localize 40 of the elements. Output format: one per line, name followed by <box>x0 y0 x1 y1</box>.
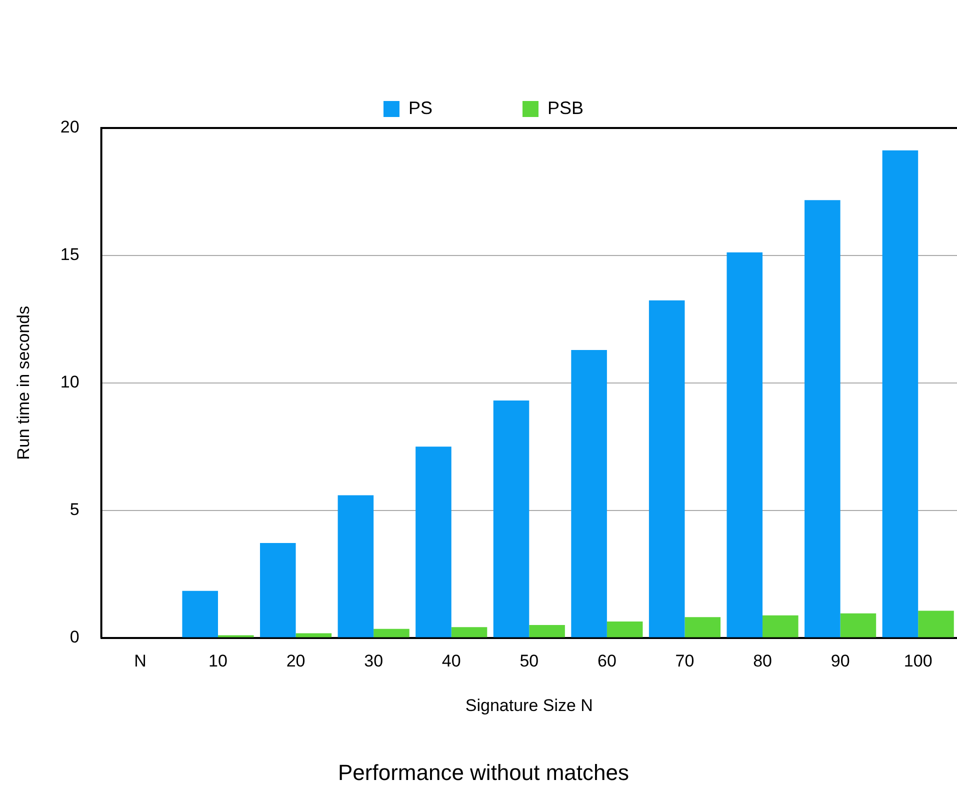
x-tick-label: 10 <box>208 652 228 671</box>
y-tick-label: 0 <box>70 627 80 646</box>
bar <box>416 446 452 638</box>
bar <box>182 590 218 638</box>
y-tick-label: 5 <box>70 500 80 520</box>
legend-label: PSB <box>547 98 584 118</box>
bar <box>338 495 374 638</box>
x-tick-label: 40 <box>442 652 461 671</box>
y-tick-label: 15 <box>60 245 80 264</box>
bar <box>296 633 332 638</box>
x-tick-label: 50 <box>520 652 539 671</box>
x-axis-title: Signature Size N <box>465 696 593 716</box>
x-tick-label: 70 <box>675 652 694 671</box>
bar <box>529 625 565 638</box>
bar <box>606 621 643 638</box>
bar <box>374 628 410 638</box>
bar <box>804 200 840 638</box>
y-tick-label: 10 <box>60 372 80 392</box>
bar <box>648 300 685 638</box>
x-tick-label: 20 <box>286 652 306 671</box>
x-tick-label: N <box>134 652 146 671</box>
bar <box>493 400 530 638</box>
bar <box>762 615 798 638</box>
bar <box>260 542 296 638</box>
x-tick-label: 90 <box>830 652 850 671</box>
text: Performance without matches <box>338 760 630 785</box>
x-tick-label: 100 <box>904 652 932 671</box>
bar <box>571 350 607 638</box>
bar <box>882 150 918 638</box>
bar <box>918 610 954 638</box>
bar <box>840 613 876 638</box>
x-tick-label: 60 <box>597 652 616 671</box>
x-tick-label: 80 <box>753 652 772 671</box>
bar <box>684 617 721 638</box>
legend-label: PS <box>408 98 432 118</box>
y-axis-title: Run time in seconds <box>14 306 33 460</box>
x-tick-label: 30 <box>364 652 384 671</box>
bar <box>451 627 488 638</box>
bar <box>726 252 763 638</box>
y-tick-label: 20 <box>60 118 80 137</box>
